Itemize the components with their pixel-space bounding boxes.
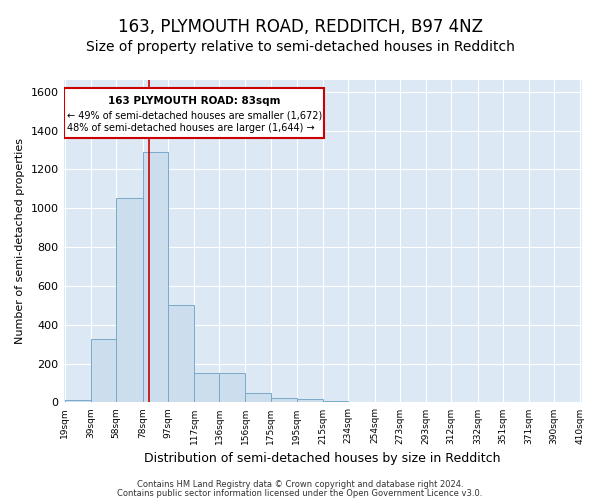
Bar [194,374,219,402]
Text: Contains HM Land Registry data © Crown copyright and database right 2024.: Contains HM Land Registry data © Crown c… [137,480,463,489]
Text: ← 49% of semi-detached houses are smaller (1,672): ← 49% of semi-detached houses are smalle… [67,110,322,120]
Bar [167,306,194,402]
Bar [297,398,323,402]
Bar [65,400,91,402]
Bar [245,392,271,402]
Bar [219,374,245,402]
Bar [91,340,116,402]
Bar [271,398,297,402]
Bar [64,88,324,138]
Bar [323,401,349,402]
Text: 163 PLYMOUTH ROAD: 83sqm: 163 PLYMOUTH ROAD: 83sqm [108,96,280,106]
Y-axis label: Number of semi-detached properties: Number of semi-detached properties [15,138,25,344]
Bar [116,198,143,402]
Text: 48% of semi-detached houses are larger (1,644) →: 48% of semi-detached houses are larger (… [67,123,314,133]
Text: 163, PLYMOUTH ROAD, REDDITCH, B97 4NZ: 163, PLYMOUTH ROAD, REDDITCH, B97 4NZ [118,18,482,36]
Bar [143,152,167,403]
X-axis label: Distribution of semi-detached houses by size in Redditch: Distribution of semi-detached houses by … [145,452,501,465]
Text: Contains public sector information licensed under the Open Government Licence v3: Contains public sector information licen… [118,488,482,498]
Text: Size of property relative to semi-detached houses in Redditch: Size of property relative to semi-detach… [86,40,514,54]
